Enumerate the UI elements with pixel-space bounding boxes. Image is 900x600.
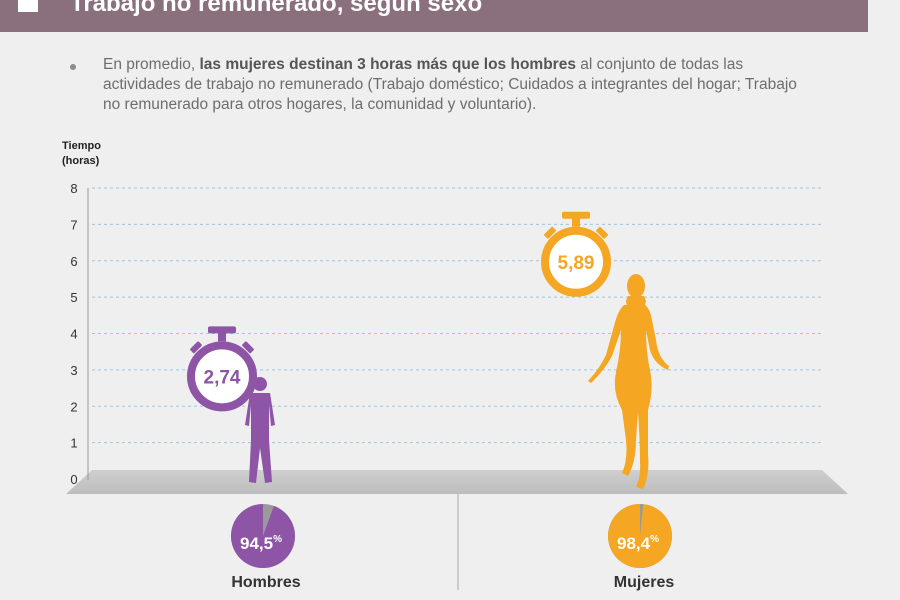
y-tick-label: 7	[70, 217, 77, 232]
pie-slice-participation	[608, 504, 673, 568]
stopwatch-top-button	[562, 211, 590, 219]
y-tick-label: 1	[70, 436, 77, 451]
header-square-icon	[18, 0, 38, 12]
stopwatch-ring	[541, 226, 611, 297]
percent-sign: %	[650, 534, 659, 545]
y-tick-label: 2	[70, 399, 77, 414]
stopwatch-top-button	[208, 326, 236, 334]
participation-pie: 94,5%	[231, 504, 295, 568]
percent-sign: %	[273, 534, 282, 545]
value-label: 2,74	[204, 367, 241, 388]
y-tick-label: 8	[70, 181, 77, 196]
category-label-hombres: Hombres	[231, 574, 301, 591]
y-axis-title-line-1: Tiempo	[62, 140, 101, 152]
stopwatch-stem	[218, 331, 226, 342]
category-label-mujeres: Mujeres	[613, 574, 675, 591]
summary-text: En promedio, las mujeres destinan 3 hora…	[103, 56, 797, 113]
stopwatch-marker: 2,74	[187, 326, 257, 412]
participation-label: 94,5%	[240, 534, 282, 553]
y-tick-label: 0	[70, 472, 77, 487]
y-tick-label: 3	[70, 363, 77, 378]
woman-figure-icon	[588, 274, 669, 489]
participation-label: 98,4%	[617, 534, 659, 553]
y-tick-label: 6	[70, 254, 77, 269]
participation-pie: 98,4%	[608, 504, 673, 568]
page-title: Trabajo no remunerado, según sexo	[70, 0, 483, 17]
stopwatch-stem	[572, 216, 580, 227]
stopwatch-side-button	[190, 341, 202, 354]
y-tick-label: 5	[70, 290, 77, 305]
stopwatch-marker: 5,89	[541, 211, 611, 297]
y-axis-title: Tiempo (horas)	[62, 139, 101, 169]
y-axis-title-line-2: (horas)	[62, 155, 100, 167]
stopwatch-side-button	[242, 341, 254, 354]
chart-floor	[66, 470, 848, 494]
bullet-icon	[70, 64, 76, 70]
y-tick-label: 4	[70, 327, 77, 342]
value-label: 5,89	[558, 253, 595, 274]
pie-slice-participation	[231, 504, 295, 568]
stopwatch-side-button	[596, 226, 608, 239]
header-bar: Trabajo no remunerado, según sexo	[0, 0, 868, 32]
stopwatch-side-button	[544, 226, 556, 239]
stopwatch-ring	[187, 341, 257, 412]
summary-note: En promedio, las mujeres destinan 3 hora…	[70, 55, 800, 115]
